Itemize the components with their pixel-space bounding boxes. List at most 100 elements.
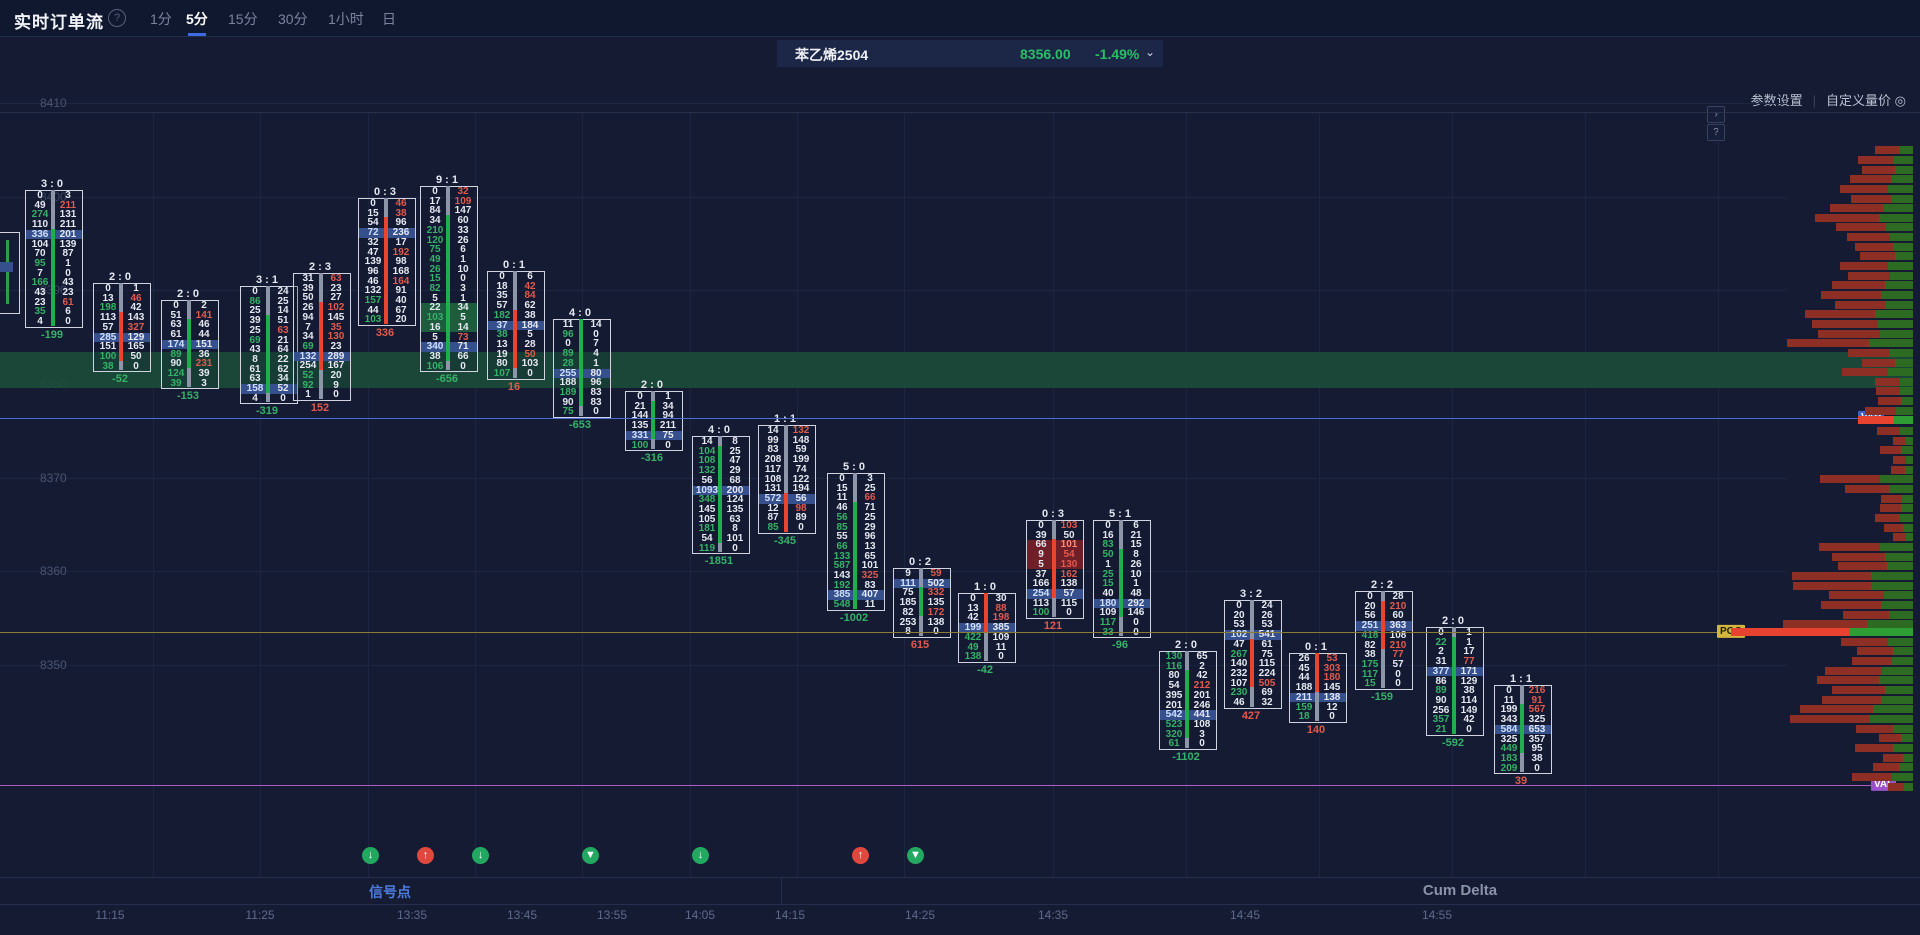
profile-sell-bar bbox=[1840, 185, 1888, 193]
bid-volume: 320 bbox=[1165, 729, 1183, 740]
footprint-row: 22 1 bbox=[1427, 638, 1483, 648]
bid-volume: 61 bbox=[249, 364, 261, 375]
chevron-down-icon[interactable]: ⌄ bbox=[1145, 45, 1156, 59]
signal-buy-icon[interactable]: ▼ bbox=[582, 847, 599, 864]
ask-volume: 103 bbox=[1060, 521, 1078, 531]
bid-volume: 130 bbox=[1165, 652, 1183, 662]
ask-volume: 122 bbox=[792, 474, 810, 485]
tab-日[interactable]: 日 bbox=[382, 11, 396, 27]
bid-volume: 340 bbox=[426, 342, 444, 352]
profile-sell-bar bbox=[1783, 620, 1868, 628]
ask-volume: 69 bbox=[1261, 688, 1273, 698]
custom-volume-price-button[interactable]: 自定义量价 bbox=[1826, 93, 1892, 108]
footprint-row: 109 146 bbox=[1094, 608, 1150, 618]
bid-volume: 2 bbox=[1438, 647, 1444, 658]
bid-volume: 183 bbox=[1500, 753, 1518, 764]
ask-volume: 38 bbox=[395, 208, 407, 219]
ask-volume: 47 bbox=[729, 456, 741, 467]
candle-body bbox=[51, 228, 55, 326]
vertical-gridline bbox=[690, 113, 691, 877]
signal-sell-icon[interactable]: ↑ bbox=[852, 847, 869, 864]
profile-buy-bar bbox=[1893, 243, 1913, 251]
ask-volume: 88 bbox=[995, 603, 1007, 614]
profile-buy-bar bbox=[1900, 514, 1913, 522]
ask-volume: 77 bbox=[1463, 657, 1475, 667]
bid-volume: 86 bbox=[249, 296, 261, 307]
ask-volume: 17 bbox=[395, 237, 407, 248]
bid-volume: 85 bbox=[836, 522, 848, 533]
footprint-row: 0 30 bbox=[959, 594, 1015, 604]
bid-volume: 16 bbox=[429, 322, 441, 333]
ask-volume: 23 bbox=[62, 288, 74, 298]
ask-volume: 171 bbox=[1460, 666, 1478, 677]
footprint-row: 20 26 bbox=[1225, 611, 1281, 621]
left-partial-column bbox=[0, 232, 20, 314]
vertical-gridline bbox=[260, 113, 261, 877]
tab-1小时[interactable]: 1小时 bbox=[328, 11, 364, 27]
bid-volume: 105 bbox=[698, 514, 716, 525]
bid-volume: 0 bbox=[370, 199, 376, 209]
footprint-row: 132 29 bbox=[693, 466, 749, 476]
panel-help-button[interactable]: ? bbox=[1707, 124, 1725, 141]
ask-volume: 56 bbox=[795, 493, 807, 504]
footprint-row: 209 0 bbox=[1495, 764, 1551, 774]
profile-sell-bar bbox=[1858, 416, 1894, 424]
footprint-row: 20 210 bbox=[1356, 602, 1412, 612]
ask-volume: 12 bbox=[1326, 702, 1338, 713]
ask-volume: 32 bbox=[457, 187, 469, 197]
footprint-row: 55 96 bbox=[828, 532, 884, 542]
symbol-bar[interactable]: 苯乙烯2504 8356.00 -1.49% ⌄ bbox=[777, 40, 1163, 67]
bid-volume: 180 bbox=[1099, 598, 1117, 609]
settings-button[interactable]: 参数设置 bbox=[1750, 93, 1803, 108]
time-axis-label: 13:35 bbox=[396, 908, 428, 922]
bid-volume: 54 bbox=[701, 534, 713, 544]
profile-sell-bar bbox=[1875, 146, 1900, 154]
signal-sell-icon[interactable]: ↑ bbox=[417, 847, 434, 864]
tab-30分[interactable]: 30分 bbox=[278, 11, 308, 27]
tab-5分[interactable]: 5分 bbox=[186, 11, 208, 36]
footprint-row: 18 0 bbox=[1290, 712, 1346, 722]
ask-volume: 192 bbox=[392, 247, 410, 258]
help-icon[interactable]: ? bbox=[108, 9, 126, 27]
ask-volume: 0 bbox=[798, 523, 804, 533]
footprint-row: 117 74 bbox=[759, 465, 815, 475]
bid-volume: 119 bbox=[698, 543, 716, 554]
footprint-row: 17 109 bbox=[421, 197, 477, 207]
gear-icon[interactable]: ◎ bbox=[1894, 93, 1906, 108]
bid-volume: 256 bbox=[1432, 705, 1450, 716]
signal-buy-icon[interactable]: ↓ bbox=[362, 847, 379, 864]
ask-volume: 8 bbox=[732, 437, 738, 447]
profile-buy-bar bbox=[1881, 696, 1913, 704]
footprint-row: 57 62 bbox=[488, 301, 544, 311]
footprint-row: 183 38 bbox=[1495, 754, 1551, 764]
ask-volume: 57 bbox=[1063, 588, 1075, 599]
footprint-row: 116 2 bbox=[1160, 662, 1216, 672]
ask-volume: 32 bbox=[1261, 698, 1273, 708]
bid-volume: 57 bbox=[102, 322, 114, 333]
signal-buy-icon[interactable]: ▼ bbox=[907, 847, 924, 864]
footprint-row: 182 38 bbox=[488, 311, 544, 321]
expand-button[interactable]: › bbox=[1707, 106, 1725, 123]
profile-sell-bar bbox=[1829, 591, 1884, 599]
signal-buy-icon[interactable]: ↓ bbox=[472, 847, 489, 864]
ask-volume: 0 bbox=[133, 361, 139, 372]
profile-buy-bar bbox=[1879, 676, 1913, 684]
profile-buy-bar bbox=[1905, 466, 1913, 474]
profile-sell-bar bbox=[1883, 754, 1903, 762]
bid-volume: 8 bbox=[894, 627, 922, 637]
ask-volume: 1 bbox=[1466, 637, 1472, 648]
signal-buy-icon[interactable]: ↓ bbox=[692, 847, 709, 864]
tab-15分[interactable]: 15分 bbox=[228, 11, 258, 27]
footprint-row: 11 66 bbox=[828, 493, 884, 503]
bid-volume: 13 bbox=[967, 603, 979, 614]
bid-volume: 39 bbox=[1035, 530, 1047, 541]
left-partial-poc-cell bbox=[0, 262, 13, 272]
ask-volume: 1 bbox=[460, 254, 466, 265]
bid-volume: 46 bbox=[1233, 698, 1245, 708]
ask-volume: 9 bbox=[333, 380, 339, 391]
ask-volume: 57 bbox=[1392, 659, 1404, 670]
profile-buy-bar bbox=[1871, 572, 1913, 580]
footprint-row: 105 63 bbox=[693, 515, 749, 525]
tab-1分[interactable]: 1分 bbox=[150, 11, 172, 27]
